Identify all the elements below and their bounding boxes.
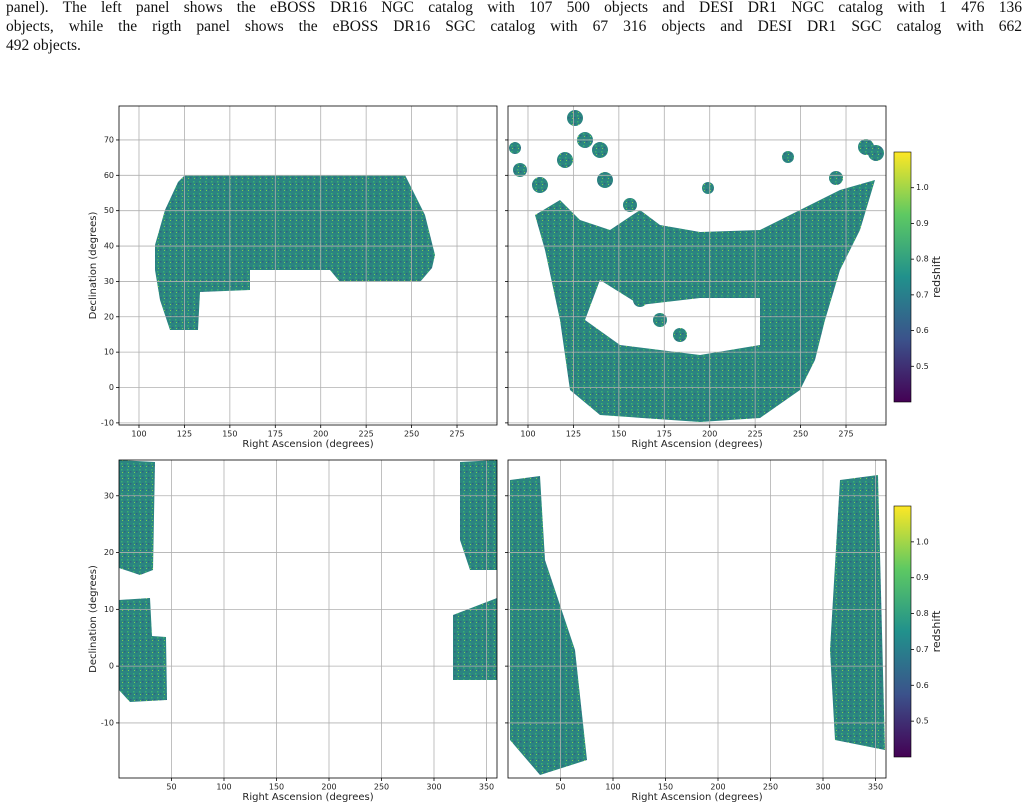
x-tick-label: 350	[868, 783, 883, 792]
y-tick-label: -10	[101, 718, 114, 727]
x-tick-label: 250	[763, 783, 778, 792]
axes-frame	[507, 105, 887, 426]
x-tick-label: 100	[605, 783, 620, 792]
y-tick-label: 20	[104, 548, 114, 557]
caption: panel). The left panel shows the eBOSS D…	[6, 0, 1022, 55]
x-tick-label: 275	[449, 430, 464, 439]
colorbar	[893, 151, 912, 403]
footprint	[155, 175, 435, 330]
y-tick-label: 10	[104, 348, 114, 357]
y-tick-label: 30	[104, 277, 114, 286]
colorbar-tick-label: 0.8	[916, 609, 929, 618]
footprint	[509, 110, 884, 422]
colorbar-tick-label: 0.9	[916, 219, 929, 228]
x-axis-label: Right Ascension (degrees)	[631, 792, 762, 803]
colorbar-tick-label: 1.0	[916, 537, 929, 546]
y-tick-label: 40	[104, 242, 114, 251]
footprint	[510, 475, 885, 775]
x-tick-label: 350	[479, 783, 494, 792]
y-tick-label: 60	[104, 171, 114, 180]
x-tick-label: 225	[748, 430, 763, 439]
x-axis-label: Right Ascension (degrees)	[242, 439, 373, 450]
axes-frame	[118, 459, 498, 779]
x-tick-label: 150	[269, 783, 284, 792]
x-axis-label: Right Ascension (degrees)	[631, 439, 762, 450]
caption-line: objects, while the rigth panel shows the…	[6, 18, 1022, 35]
y-tick-label: 0	[109, 383, 114, 392]
y-tick-label: -10	[101, 418, 114, 427]
x-tick-label: 150	[222, 430, 237, 439]
x-tick-label: 200	[702, 430, 717, 439]
y-tick-label: 50	[104, 206, 114, 215]
x-tick-label: 150	[658, 783, 673, 792]
y-tick-label: 20	[104, 312, 114, 321]
colorbar-tick-label: 0.5	[916, 362, 929, 371]
x-tick-label: 250	[374, 783, 389, 792]
x-tick-label: 225	[359, 430, 374, 439]
x-tick-label: 50	[555, 783, 565, 792]
x-tick-label: 175	[268, 430, 283, 439]
colorbar-tick-label: 0.5	[916, 717, 929, 726]
x-tick-label: 300	[815, 783, 830, 792]
x-tick-label: 275	[838, 430, 853, 439]
footprint	[119, 460, 497, 702]
y-tick-label: 10	[104, 605, 114, 614]
x-tick-label: 200	[321, 783, 336, 792]
y-tick-label: 30	[104, 491, 114, 500]
colorbar	[893, 505, 912, 758]
x-tick-label: 100	[216, 783, 231, 792]
colorbar-tick-label: 0.7	[916, 645, 929, 654]
colorbar-tick-label: 1.0	[916, 183, 929, 192]
colorbar-tick-label: 0.9	[916, 573, 929, 582]
caption-line: panel). The left panel shows the eBOSS D…	[6, 0, 1022, 16]
x-tick-label: 300	[426, 783, 441, 792]
y-tick-label: 0	[109, 662, 114, 671]
colorbar-tick-label: 0.7	[916, 290, 929, 299]
x-tick-label: 125	[177, 430, 192, 439]
x-tick-label: 100	[131, 430, 146, 439]
axes-frame	[507, 459, 887, 779]
y-axis-label: Declination (degrees)	[88, 212, 99, 320]
footprints	[119, 110, 885, 775]
colorbar-tick-label: 0.8	[916, 255, 929, 264]
x-tick-label: 150	[611, 430, 626, 439]
y-tick-label: 70	[104, 135, 114, 144]
x-axis-label: Right Ascension (degrees)	[242, 792, 373, 803]
colorbar-label: redshift	[930, 255, 943, 297]
x-tick-label: 200	[710, 783, 725, 792]
caption-line: 492 objects.	[6, 37, 81, 54]
y-axis-label: Declination (degrees)	[88, 565, 99, 673]
x-tick-label: 175	[657, 430, 672, 439]
x-tick-label: 125	[566, 430, 581, 439]
colorbar-tick-label: 0.6	[916, 681, 929, 690]
colorbar-tick-label: 0.6	[916, 326, 929, 335]
x-tick-label: 250	[404, 430, 419, 439]
x-tick-label: 50	[166, 783, 176, 792]
x-tick-label: 100	[520, 430, 535, 439]
x-tick-label: 250	[793, 430, 808, 439]
axes-frame	[118, 105, 498, 426]
x-tick-label: 200	[313, 430, 328, 439]
colorbar-label: redshift	[930, 610, 943, 652]
